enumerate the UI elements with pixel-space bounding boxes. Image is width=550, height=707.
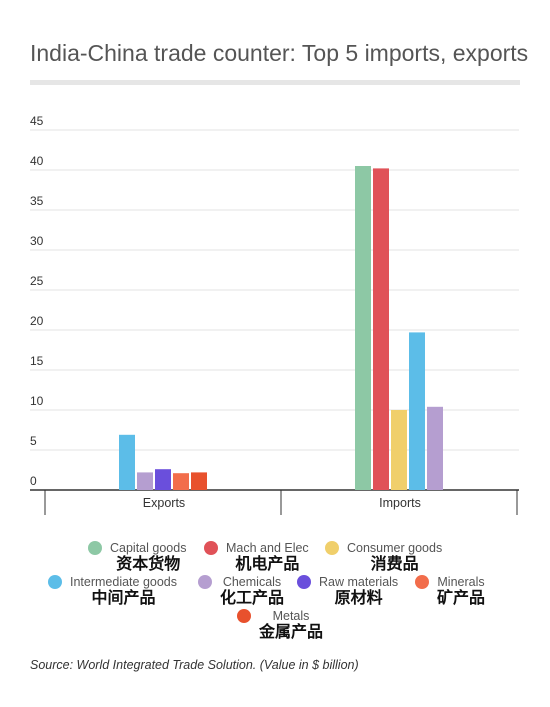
legend-series-name: Mach and Elec: [226, 541, 309, 555]
title-divider: [30, 80, 520, 85]
legend-series-name-cn: 化工产品: [220, 590, 285, 607]
y-tick-label: 35: [30, 194, 44, 208]
legend-item: Consumer goods 消费品: [325, 541, 442, 575]
y-tick-label: 20: [30, 314, 44, 328]
legend-series-name-cn: 原材料: [334, 590, 383, 607]
legend-series-name: Chemicals: [222, 575, 282, 589]
legend-item: Intermediate goods 中间产品: [48, 575, 177, 609]
legend-series-name-cn: 矿产品: [437, 590, 486, 607]
legend-swatch: [297, 575, 311, 589]
legend-swatch: [204, 541, 218, 555]
legend-series-name: Consumer goods: [347, 541, 443, 555]
legend-swatch: [415, 575, 429, 589]
legend-item: Raw materials 原材料: [297, 575, 398, 609]
legend-text: Metals 金属产品: [259, 609, 323, 643]
bar-capital-goods-imports: [355, 166, 371, 490]
bar-minerals-exports: [173, 473, 189, 490]
legend-text: Minerals 矿产品: [437, 575, 485, 609]
chart-title: India-China trade counter: Top 5 imports…: [30, 40, 529, 66]
y-tick-label: 15: [30, 354, 44, 368]
bar-mach-and-elec-imports: [373, 168, 389, 490]
legend-series-name: Intermediate goods: [70, 575, 178, 589]
legend-series-name-cn: 机电产品: [235, 556, 300, 573]
legend-text: Raw materials 原材料: [319, 575, 398, 609]
legend-series-name: Raw materials: [319, 575, 399, 589]
bar-chart: 0 5 10 15 20 25 30 35 40 45 Exports Imports: [30, 114, 519, 515]
legend-series-name-cn: 消费品: [370, 556, 419, 573]
legend-series-name: Minerals: [437, 575, 485, 589]
legend-item: Chemicals 化工产品: [198, 575, 284, 609]
legend-swatch: [88, 541, 102, 555]
legend-text: Chemicals 化工产品: [220, 575, 284, 609]
legend-item: Mach and Elec 机电产品: [204, 541, 309, 575]
bar-intermediate-goods-exports: [119, 434, 135, 490]
legend-series-name: Capital goods: [110, 541, 187, 555]
legend-text: Mach and Elec 机电产品: [226, 541, 309, 575]
source-note: Source: World Integrated Trade Solution.…: [30, 658, 359, 672]
x-category-label: Imports: [379, 496, 421, 510]
legend-swatch: [198, 575, 212, 589]
bar-consumer-goods-imports: [391, 410, 407, 490]
legend-series-name: Metals: [272, 609, 310, 623]
legend-series-name-cn: 资本货物: [116, 556, 181, 573]
legend-swatch: [48, 575, 62, 589]
bar-chemicals-imports: [427, 406, 443, 490]
bar-chemicals-exports: [137, 472, 153, 490]
bar-raw-materials-exports: [155, 469, 171, 490]
bar-intermediate-goods-imports: [409, 332, 425, 490]
y-tick-label: 5: [30, 434, 37, 448]
legend-swatch: [237, 609, 251, 623]
legend-text: Intermediate goods 中间产品: [70, 575, 177, 609]
legend-series-name-cn: 金属产品: [259, 624, 324, 641]
legend-item: Capital goods 资本货物: [88, 541, 186, 575]
y-tick-label: 25: [30, 274, 44, 288]
legend-text: Capital goods 资本货物: [110, 541, 186, 575]
y-tick-label: 0: [30, 474, 37, 488]
y-tick-label: 45: [30, 114, 44, 128]
y-tick-label: 40: [30, 154, 44, 168]
y-tick-label: 30: [30, 234, 44, 248]
legend-item: Minerals 矿产品: [415, 575, 485, 609]
legend-item: Metals 金属产品: [237, 609, 323, 643]
x-category-label: Exports: [143, 496, 185, 510]
legend-swatch: [325, 541, 339, 555]
y-tick-label: 10: [30, 394, 44, 408]
legend-series-name-cn: 中间产品: [91, 590, 156, 607]
legend-text: Consumer goods 消费品: [347, 541, 442, 575]
bar-metals-exports: [191, 472, 207, 490]
